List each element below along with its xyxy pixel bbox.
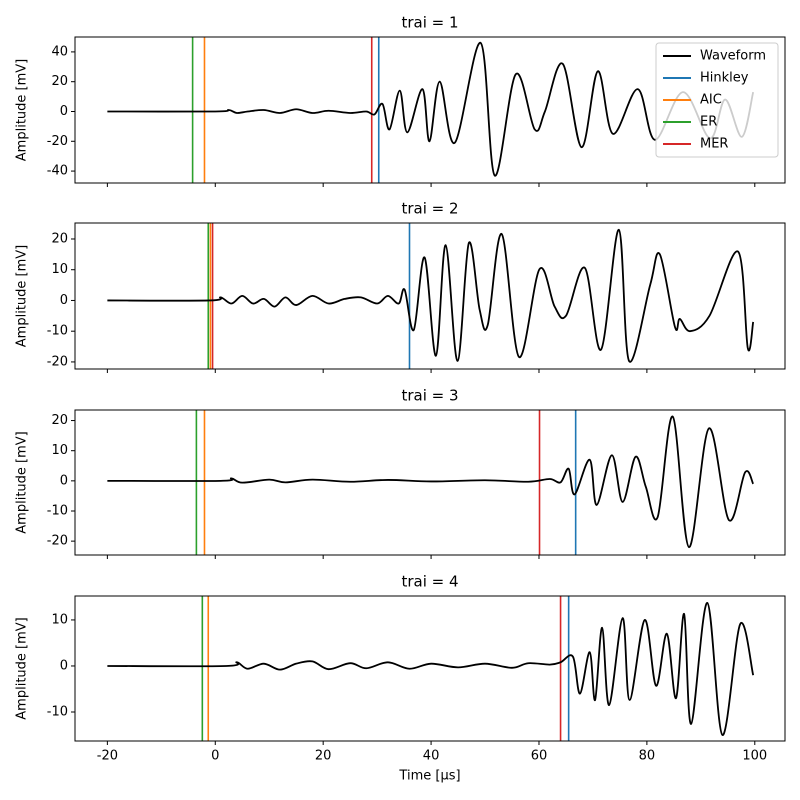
x-tick-label: 60 [531, 749, 548, 764]
x-tick-label: 20 [315, 749, 332, 764]
y-tick-label: -10 [47, 503, 68, 518]
y-tick-label: 40 [51, 44, 68, 59]
y-axis-label: Amplitude [mV] [15, 59, 30, 161]
waveform [107, 415, 754, 549]
x-tick-label: 100 [742, 749, 767, 764]
y-tick-label: 20 [51, 74, 68, 89]
x-tick-label: 40 [423, 749, 440, 764]
waveform [107, 601, 755, 736]
y-axis-label: Amplitude [mV] [15, 617, 30, 719]
y-tick-label: -10 [47, 705, 68, 720]
y-tick-label: 10 [51, 262, 68, 277]
legend-label: ER [700, 115, 717, 130]
axes-frame [74, 36, 786, 184]
y-tick-label: 0 [60, 658, 68, 673]
subplot-title: trai = 1 [401, 14, 458, 32]
axes-frame [74, 409, 786, 556]
x-axis-label: Time [µs] [398, 769, 460, 784]
legend-label: AIC [700, 93, 722, 108]
legend-label: Waveform [700, 49, 766, 64]
legend-box [655, 42, 779, 158]
y-tick-label: -20 [47, 534, 68, 549]
axes-frame [74, 222, 786, 370]
y-tick-label: 20 [51, 231, 68, 246]
x-tick-label: -20 [97, 749, 118, 764]
y-tick-label: 0 [60, 473, 68, 488]
x-tick-label: 80 [639, 749, 656, 764]
waveform [107, 228, 755, 363]
y-axis-label: Amplitude [mV] [15, 431, 30, 533]
y-tick-label: -20 [47, 354, 68, 369]
y-tick-label: 0 [60, 293, 68, 308]
legend-label: MER [700, 137, 728, 152]
y-tick-label: 0 [60, 104, 68, 119]
y-tick-label: -10 [47, 324, 68, 339]
x-tick-label: 0 [211, 749, 219, 764]
axes-frame [74, 595, 786, 742]
subplot-title: trai = 4 [401, 573, 458, 591]
waveform [107, 42, 755, 177]
y-tick-label: 20 [51, 413, 68, 428]
y-tick-label: 10 [51, 612, 68, 627]
y-tick-label: -20 [47, 134, 68, 149]
subplot-title: trai = 2 [401, 200, 458, 218]
y-tick-label: 10 [51, 443, 68, 458]
y-tick-label: -40 [47, 164, 68, 179]
y-axis-label: Amplitude [mV] [15, 245, 30, 347]
legend-label: Hinkley [700, 71, 749, 86]
subplot-title: trai = 3 [401, 387, 458, 405]
